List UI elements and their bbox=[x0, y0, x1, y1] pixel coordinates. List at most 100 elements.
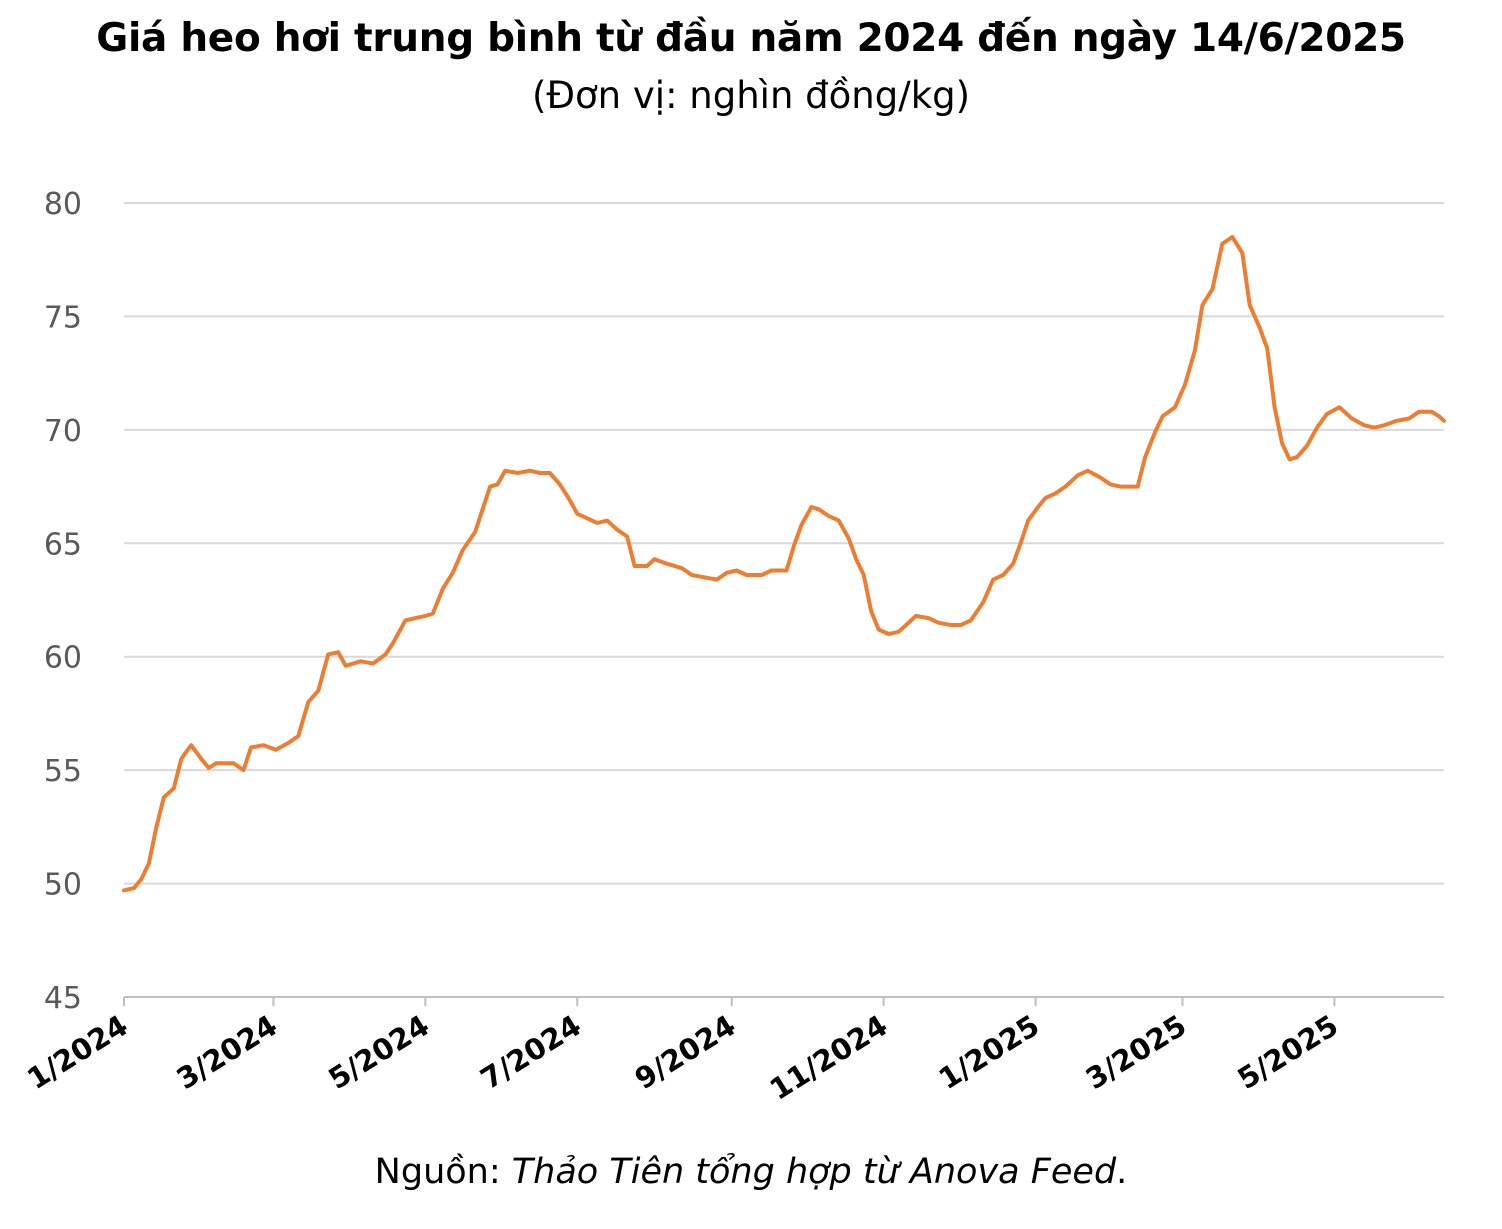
data-point bbox=[232, 761, 236, 765]
data-point bbox=[496, 482, 500, 486]
data-point bbox=[869, 609, 873, 613]
x-tick-label: 9/2024 bbox=[629, 1008, 742, 1096]
data-point bbox=[725, 571, 729, 575]
y-axis-ticks: 45 50 55 60 65 70 75 80 bbox=[44, 187, 82, 1016]
data-point bbox=[1295, 455, 1299, 459]
data-point bbox=[326, 652, 330, 657]
source-label: Nguồn: bbox=[374, 1152, 501, 1192]
data-point bbox=[1001, 573, 1005, 577]
y-tick-label: 65 bbox=[44, 527, 82, 562]
x-tick-label: 1/2024 bbox=[21, 1008, 134, 1096]
grid-lines bbox=[124, 202, 1444, 885]
data-point bbox=[461, 548, 465, 552]
data-point bbox=[1265, 346, 1269, 350]
y-tick-label: 60 bbox=[44, 641, 82, 676]
data-point bbox=[1076, 473, 1080, 477]
y-tick-label: 70 bbox=[44, 414, 82, 449]
data-point bbox=[528, 469, 532, 473]
data-point bbox=[702, 575, 706, 579]
data-point bbox=[936, 621, 941, 625]
data-point bbox=[615, 528, 619, 532]
data-point bbox=[383, 652, 388, 657]
x-tick-label: 3/2024 bbox=[171, 1008, 284, 1096]
data-point bbox=[1350, 416, 1354, 421]
data-point bbox=[261, 743, 266, 747]
data-point bbox=[1086, 469, 1090, 473]
source-text: Thảo Tiên tổng hợp từ Anova Feed bbox=[511, 1152, 1117, 1192]
data-point bbox=[132, 886, 136, 890]
data-point bbox=[558, 482, 562, 486]
data-point bbox=[735, 568, 739, 573]
data-point bbox=[1305, 444, 1309, 448]
data-point bbox=[1036, 505, 1040, 509]
data-point bbox=[207, 766, 211, 770]
data-point bbox=[214, 761, 218, 765]
data-point bbox=[1315, 426, 1319, 430]
data-point bbox=[1063, 485, 1067, 489]
data-point bbox=[503, 469, 507, 473]
data-point bbox=[904, 623, 908, 627]
data-point bbox=[371, 661, 375, 666]
y-tick-label: 45 bbox=[44, 981, 82, 1016]
data-point bbox=[359, 659, 363, 663]
data-point bbox=[162, 795, 166, 800]
data-point bbox=[1043, 496, 1048, 500]
data-point bbox=[1417, 410, 1421, 414]
data-point bbox=[1118, 485, 1122, 489]
data-point bbox=[605, 519, 609, 523]
data-point bbox=[854, 557, 858, 561]
data-point bbox=[1026, 519, 1030, 523]
x-axis-ticks: 1/2024 3/2024 5/2024 7/2024 9/2024 11/2024 1/2… bbox=[21, 997, 1344, 1107]
data-point bbox=[959, 623, 963, 627]
data-point bbox=[595, 521, 599, 525]
data-point bbox=[179, 757, 183, 761]
data-point bbox=[760, 573, 764, 577]
data-point bbox=[799, 523, 804, 527]
source-note: Nguồn: Thảo Tiên tổng hợp từ Anova Feed. bbox=[0, 1152, 1502, 1192]
data-point bbox=[249, 745, 253, 750]
data-point bbox=[154, 825, 158, 829]
y-tick-label: 75 bbox=[44, 300, 82, 335]
data-point bbox=[1098, 475, 1102, 480]
data-point bbox=[431, 612, 435, 616]
data-point bbox=[585, 516, 589, 520]
data-point bbox=[1442, 419, 1446, 423]
data-point bbox=[769, 568, 774, 573]
data-point bbox=[538, 471, 542, 475]
y-tick-label: 55 bbox=[44, 754, 82, 789]
data-point bbox=[241, 768, 246, 772]
data-point bbox=[877, 627, 881, 632]
data-point bbox=[413, 616, 417, 620]
data-point bbox=[1173, 405, 1177, 409]
data-point bbox=[575, 512, 579, 516]
data-point bbox=[1200, 303, 1204, 307]
data-point bbox=[1429, 410, 1434, 414]
data-point bbox=[296, 734, 300, 738]
data-point bbox=[827, 514, 831, 518]
y-tick-label: 50 bbox=[44, 868, 82, 903]
data-point bbox=[745, 573, 749, 577]
data-point bbox=[690, 573, 694, 577]
data-point bbox=[336, 650, 340, 654]
chart-title: Giá heo hơi trung bình từ đầu năm 2024 đ… bbox=[96, 16, 1406, 61]
data-point bbox=[488, 485, 492, 489]
data-point bbox=[403, 618, 407, 623]
data-point bbox=[1337, 405, 1341, 409]
data-point bbox=[991, 578, 995, 582]
data-point bbox=[784, 568, 789, 573]
data-point bbox=[451, 571, 455, 575]
data-point bbox=[817, 507, 821, 511]
data-point bbox=[548, 471, 552, 475]
data-point bbox=[306, 700, 310, 704]
data-point bbox=[1372, 426, 1376, 430]
data-point bbox=[515, 471, 520, 475]
data-point bbox=[568, 498, 572, 502]
data-point bbox=[792, 544, 796, 548]
data-point bbox=[1193, 348, 1197, 353]
data-point bbox=[1143, 455, 1147, 459]
data-point bbox=[897, 630, 901, 634]
data-point bbox=[1325, 412, 1329, 416]
x-tick-label: 3/2025 bbox=[1080, 1008, 1193, 1096]
data-point bbox=[147, 861, 151, 865]
data-point bbox=[1382, 423, 1386, 427]
